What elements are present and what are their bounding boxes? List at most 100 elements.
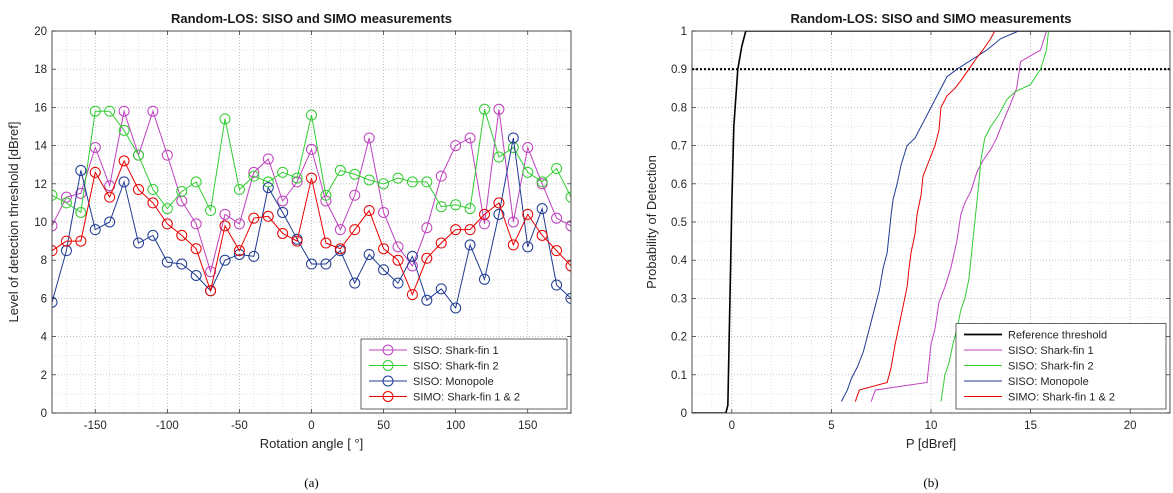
series-marker — [334, 243, 346, 255]
series-marker — [378, 243, 390, 255]
series-group — [692, 31, 1170, 413]
series-marker — [363, 132, 375, 144]
series-marker — [133, 237, 144, 249]
series-marker — [133, 184, 144, 196]
series-marker — [291, 172, 303, 184]
series-marker — [75, 206, 87, 218]
y-tick-label: 0.7 — [671, 141, 687, 153]
series-marker — [190, 243, 202, 255]
x-tick-label: 150 — [518, 420, 537, 432]
series-marker — [493, 208, 505, 220]
y-tick-label: 20 — [34, 26, 47, 38]
legend-label: SISO: Shark-fin 2 — [413, 361, 499, 373]
legend-marker — [382, 344, 394, 356]
x-tick-label: 0 — [729, 420, 735, 432]
series-marker — [507, 216, 519, 228]
series-marker — [507, 132, 519, 144]
series-marker — [60, 235, 72, 247]
series-marker — [89, 105, 101, 117]
x-axis-label: Rotation angle [ °] — [260, 436, 364, 451]
x-axis-label: P [dBref] — [906, 436, 956, 451]
y-tick-label: 16 — [34, 102, 47, 114]
series-marker — [118, 124, 130, 136]
series-marker — [493, 151, 505, 163]
y-tick-label: 12 — [34, 179, 47, 191]
series-marker — [219, 113, 231, 125]
series-marker — [421, 252, 433, 264]
series-marker — [52, 245, 58, 257]
series-marker — [536, 176, 548, 188]
series-marker — [219, 208, 231, 220]
series-marker — [421, 222, 433, 234]
series-marker — [406, 289, 418, 301]
y-axis-label: Probability of Detection — [644, 155, 659, 289]
legend-label: SISO: Monopole — [1008, 376, 1089, 388]
series-marker — [52, 296, 58, 308]
series-marker — [190, 218, 202, 230]
x-tick-label: 50 — [377, 420, 390, 432]
y-tick-label: 0.5 — [671, 217, 687, 229]
y-tick-label: 18 — [34, 64, 47, 76]
series-marker — [205, 205, 217, 217]
y-tick-label: 0.1 — [671, 370, 687, 382]
series-line — [854, 31, 996, 402]
x-tick-label: 15 — [1024, 420, 1037, 432]
x-tick-label: -100 — [156, 420, 179, 432]
series-marker — [60, 197, 72, 209]
series-marker — [104, 191, 116, 203]
series-group — [52, 103, 571, 314]
series-marker — [219, 254, 231, 266]
series-marker — [349, 277, 361, 289]
series-marker — [205, 266, 217, 278]
series-marker — [464, 132, 476, 144]
y-tick-label: 4 — [41, 332, 48, 344]
chart-title: Random-LOS: SISO and SIMO measurements — [171, 11, 452, 26]
series-marker — [262, 210, 274, 222]
series-marker — [52, 220, 58, 232]
series-marker — [378, 178, 390, 190]
series-marker — [306, 258, 317, 270]
series-marker — [392, 254, 404, 266]
legend-marker — [382, 375, 394, 387]
series-line — [840, 31, 1019, 402]
series-marker — [464, 239, 476, 251]
legend: SISO: Shark-fin 1 SISO: Shark-fin 2 SISO: … — [360, 338, 568, 410]
y-tick-label: 0.2 — [671, 332, 687, 344]
series-marker — [479, 273, 490, 285]
series-marker — [248, 170, 260, 182]
series-marker — [421, 294, 433, 306]
series-marker — [118, 176, 130, 188]
series-marker — [378, 264, 390, 276]
y-tick-label: 0 — [681, 408, 687, 420]
series-marker — [565, 220, 571, 232]
series-marker — [363, 205, 375, 217]
series-line — [52, 109, 571, 214]
series-marker — [147, 229, 159, 241]
legend-label: SIMO: Shark-fin 1 & 2 — [413, 392, 520, 404]
y-tick-label: 14 — [34, 141, 47, 153]
legend-label: SISO: Shark-fin 1 — [413, 345, 499, 357]
series-marker — [248, 166, 260, 178]
series-marker — [522, 142, 534, 154]
series-marker — [565, 260, 571, 272]
x-tick-label: -50 — [231, 420, 248, 432]
series-marker — [435, 283, 447, 295]
series-marker — [190, 176, 202, 188]
series-line — [940, 31, 1050, 402]
y-tick-label: 2 — [41, 370, 47, 382]
series-marker — [147, 197, 159, 209]
series-marker — [378, 206, 390, 218]
series-marker — [277, 206, 289, 218]
series-marker — [450, 199, 462, 211]
series-marker — [349, 224, 361, 236]
series-marker — [421, 176, 433, 188]
series-marker — [493, 197, 505, 209]
legend-box — [955, 323, 1167, 410]
legend-label: SISO: Monopole — [413, 376, 494, 388]
series-marker — [277, 227, 289, 239]
series-marker — [450, 224, 462, 236]
series-marker — [248, 250, 260, 262]
figure-caption: (a) — [304, 475, 318, 490]
series-marker — [551, 245, 563, 257]
